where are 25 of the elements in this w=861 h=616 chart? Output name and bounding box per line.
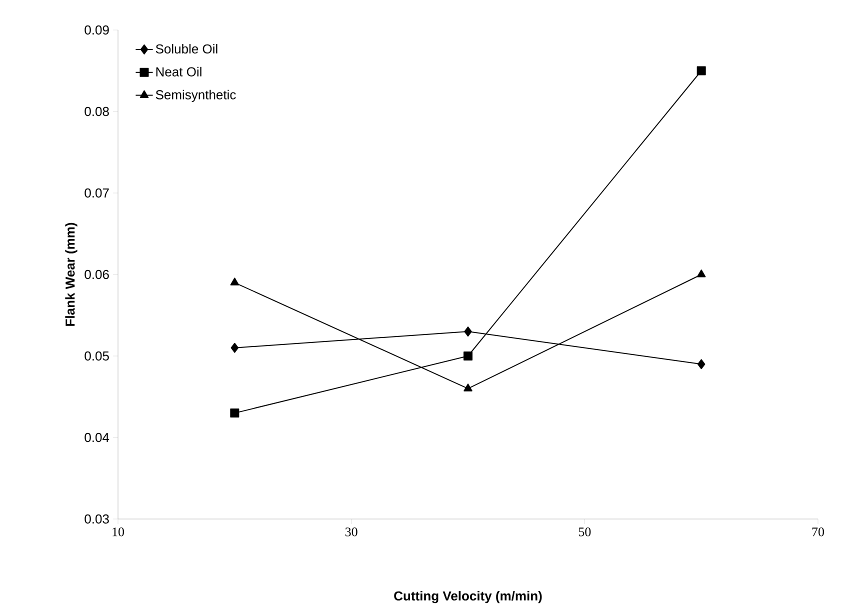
point [230,278,240,286]
legend-label: Semisynthetic [156,90,236,102]
point [230,408,240,418]
point [464,352,473,360]
point [697,359,706,370]
legend-label: Soluble Oil [156,44,218,54]
y-tick-label: 0.09 [84,25,109,35]
point [696,270,706,278]
y-tick-label: 0.06 [84,270,109,280]
point [696,66,706,76]
point [464,384,472,392]
y-tick-label: 0.05 [84,351,109,361]
y-tick-label: 0.07 [84,188,109,198]
x-tick-label: 70 [812,528,824,536]
x-tick-label: 30 [345,528,358,536]
point [464,326,472,337]
x-tick-label: 50 [578,528,591,536]
point [230,342,239,353]
y-tick-label: 0.03 [84,514,109,524]
legend-label: Neat Oil [156,66,202,76]
x-axis-title: Cutting Velocity (m/min) [394,590,542,604]
y-axis-title: Flank Wear (mm) [65,222,78,326]
y-tick-label: 0.04 [84,432,110,442]
x-tick-label: 10 [112,528,124,536]
y-tick-label: 0.08 [84,106,109,116]
